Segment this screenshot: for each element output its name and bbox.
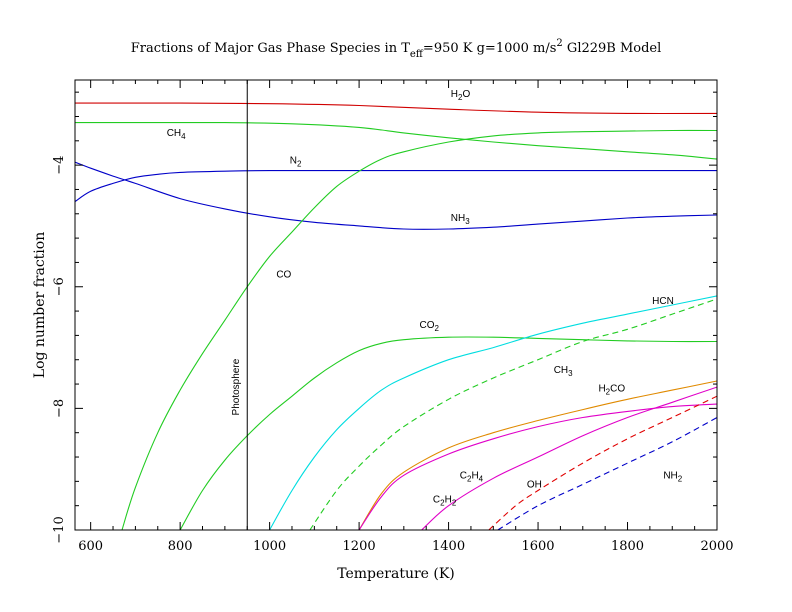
x-tick-label: 600 [78, 539, 103, 554]
ticks-layer: 600 800 1000 1200 1400 1600 1800 2000 −4 −6 −8 −10 [52, 80, 734, 554]
x-tick-label: 1200 [343, 539, 376, 554]
photosphere-layer: Photosphere [231, 80, 248, 530]
x-tick-label: 1400 [432, 539, 465, 554]
y-tick-label: −4 [52, 156, 67, 175]
x-tick-label: 1000 [253, 539, 286, 554]
x-axis-label: Temperature (K) [337, 566, 455, 582]
photosphere-label: Photosphere [231, 358, 242, 415]
series-line-hcn [269, 295, 717, 530]
curve-label-ch3: CH3 [554, 365, 573, 378]
curve-label-h2o: H2O [451, 89, 471, 102]
curve-label-co2: CO2 [419, 320, 439, 333]
series-layer [75, 102, 717, 530]
series-line-ch3 [309, 298, 717, 530]
chart-title-mid: =950 K g=1000 m/s [423, 41, 557, 56]
y-tick-label: −10 [52, 516, 67, 543]
chart-title-post: Gl229B Model [563, 41, 661, 56]
series-line-c2h4 [358, 403, 717, 530]
chart-title-pre: Fractions of Major Gas Phase Species in … [131, 41, 411, 56]
curve-label-n2: N2 [290, 155, 302, 168]
series-line-ch4 [75, 121, 717, 160]
curve-label-nh3: NH3 [451, 213, 470, 226]
y-tick-label: −8 [52, 399, 67, 418]
x-tick-label: 1800 [611, 539, 644, 554]
y-axis-label: Log number fraction [32, 232, 48, 378]
curve-label-c2h4: C2H4 [460, 470, 484, 483]
curve-label-oh: OH [527, 479, 542, 490]
curve-label-h2co: H2CO [598, 383, 625, 396]
x-tick-label: 1600 [521, 539, 554, 554]
x-tick-label: 2000 [700, 539, 733, 554]
chart-title-sub: eff [410, 49, 424, 60]
series-line-oh [488, 395, 717, 530]
curve-label-co: CO [276, 270, 291, 281]
curve-label-nh2: NH2 [663, 470, 682, 483]
chart-title: Fractions of Major Gas Phase Species in … [131, 38, 662, 60]
curve-label-hcn: HCN [652, 296, 674, 307]
plot-area: Photosphere H2O CH4 N2 NH3 CO HCN CO2 CH3 H2CO C2… [52, 79, 734, 554]
chart-title-sup: 2 [556, 38, 562, 49]
series-line-n2 [75, 170, 717, 203]
series-line-c2h2 [421, 386, 717, 530]
y-tick-label: −6 [52, 277, 67, 296]
series-line-nh2 [497, 417, 717, 530]
curve-label-c2h2: C2H2 [433, 495, 457, 508]
x-tick-label: 800 [168, 539, 193, 554]
series-line-co [121, 129, 717, 530]
series-line-nh3 [75, 161, 717, 230]
plot-frame [74, 79, 718, 531]
series-line-h2o [75, 102, 717, 115]
curve-label-ch4: CH4 [167, 128, 186, 141]
series-line-h2co [358, 380, 717, 530]
